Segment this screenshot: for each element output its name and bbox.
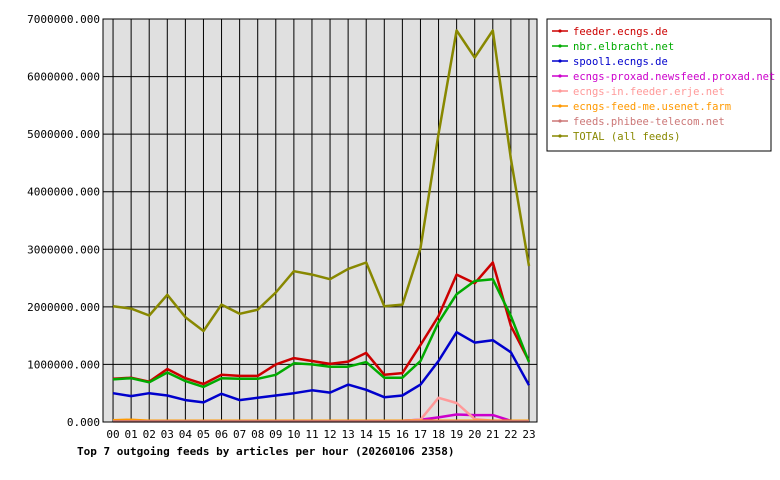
chart-title: Top 7 outgoing feeds by articles per hou…: [77, 445, 455, 458]
x-tick-label: 06: [215, 428, 228, 441]
series-line: [112, 330, 531, 404]
x-tick-label: 14: [360, 428, 374, 441]
x-tick-label: 12: [323, 428, 336, 441]
x-tick-label: 19: [450, 428, 463, 441]
x-axis-ticks: 00 01 02 03 04 05 06 07 08 09 10 11 12 13 14 15 16 17 18 19…: [106, 428, 535, 441]
x-tick-label: 03: [161, 428, 174, 441]
x-tick-label: 10: [287, 428, 300, 441]
y-tick-label: 0.000: [67, 416, 100, 429]
x-tick-label: 13: [342, 428, 355, 441]
x-tick-label: 07: [233, 428, 246, 441]
y-tick-label: 6000000.000: [27, 71, 100, 84]
x-tick-label: 01: [125, 428, 138, 441]
x-tick-label: 02: [143, 428, 156, 441]
legend-label: feeder.ecngs.de: [573, 26, 668, 38]
x-tick-label: 21: [486, 428, 499, 441]
x-tick-label: 05: [197, 428, 210, 441]
y-tick-label: 7000000.000: [27, 13, 100, 26]
x-tick-label: 15: [378, 428, 391, 441]
y-tick-label: 2000000.000: [27, 301, 100, 314]
series-line: [112, 261, 531, 386]
y-tick-label: 5000000.000: [27, 128, 100, 141]
x-tick-label: 00: [106, 428, 119, 441]
y-axis-ticks: 0.000 1000000.000 2000000.000 3000000.000 40…: [27, 13, 100, 429]
x-tick-label: 17: [414, 428, 427, 441]
y-tick-label: 4000000.000: [27, 186, 100, 199]
legend-label: TOTAL (all feeds): [573, 131, 680, 143]
legend-label: ecngs-feed-me.usenet.farm: [573, 101, 731, 113]
x-tick-label: 22: [504, 428, 517, 441]
y-tick-label: 3000000.000: [27, 243, 100, 256]
x-tick-label: 09: [269, 428, 282, 441]
legend-swatch-marker: [558, 59, 562, 63]
legend-swatch-marker: [558, 134, 562, 138]
legend-swatch-marker: [558, 29, 562, 33]
series-lines: [112, 29, 531, 423]
x-tick-label: 20: [468, 428, 481, 441]
series-line: [112, 29, 531, 333]
legend-swatch-marker: [558, 104, 562, 108]
series-line: [112, 277, 531, 389]
grid: [103, 18, 537, 423]
x-tick-label: 23: [522, 428, 535, 441]
x-tick-label: 18: [432, 428, 445, 441]
plot-area: [103, 19, 537, 422]
x-tick-label: 11: [305, 428, 318, 441]
legend: feeder.ecngs.de nbr.elbracht.net spool1.ec…: [546, 18, 775, 152]
legend-label: nbr.elbracht.net: [573, 41, 674, 53]
y-tick-label: 1000000.000: [27, 358, 100, 371]
legend-swatch-marker: [558, 74, 562, 78]
x-tick-label: 08: [251, 428, 264, 441]
legend-label: feeds.phibee-telecom.net: [573, 116, 725, 128]
legend-swatch-marker: [558, 89, 562, 93]
x-tick-label: 16: [396, 428, 409, 441]
legend-swatch-marker: [558, 119, 562, 123]
legend-box: [546, 18, 772, 152]
legend-label: ecngs-proxad.newsfeed.proxad.net: [573, 71, 775, 83]
legend-swatch-marker: [558, 44, 562, 48]
legend-label: spool1.ecngs.de: [573, 56, 668, 68]
plot-frame: [102, 18, 538, 423]
legend-label: ecngs-in.feeder.erje.net: [573, 86, 725, 98]
x-tick-label: 04: [179, 428, 193, 441]
